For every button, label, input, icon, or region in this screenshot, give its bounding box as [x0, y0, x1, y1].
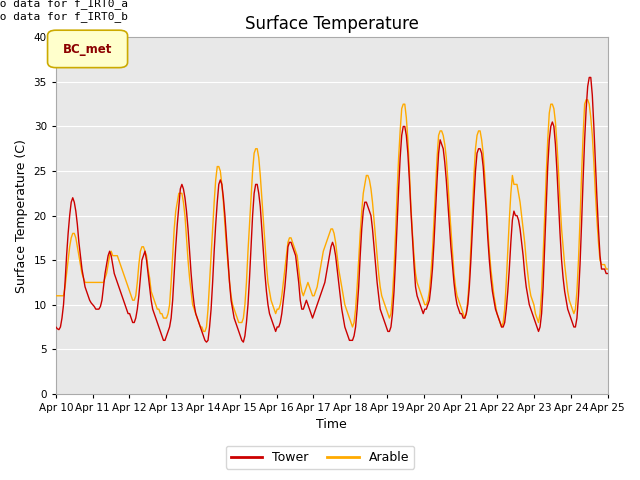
Arable [575, 257, 582, 263]
Tower [120, 297, 127, 303]
Line: Tower: Tower [56, 77, 608, 342]
Arable [246, 222, 253, 228]
Line: Arable: Arable [56, 100, 608, 331]
Arable [52, 293, 60, 299]
Tower [586, 74, 593, 80]
Arable [236, 320, 244, 325]
Arable [582, 97, 590, 103]
Arable [295, 266, 303, 272]
Arable [120, 271, 127, 276]
Tower [52, 324, 60, 330]
Arable [604, 266, 612, 272]
Title: Surface Temperature: Surface Temperature [245, 15, 419, 33]
Tower [575, 293, 582, 299]
Arable [200, 328, 207, 334]
Tower [218, 181, 226, 187]
Tower [246, 275, 253, 281]
Y-axis label: Surface Temperature (C): Surface Temperature (C) [15, 139, 28, 292]
Tower [295, 279, 303, 285]
Text: No data for f_IRT0_a
No data for f_IRT0_b: No data for f_IRT0_a No data for f_IRT0_… [0, 0, 129, 22]
Legend: Tower, Arable: Tower, Arable [226, 446, 414, 469]
Tower [203, 339, 211, 345]
FancyBboxPatch shape [47, 30, 127, 68]
Tower [236, 333, 244, 339]
Tower [604, 271, 612, 276]
Text: BC_met: BC_met [63, 43, 112, 56]
Arable [218, 181, 226, 187]
X-axis label: Time: Time [316, 419, 347, 432]
